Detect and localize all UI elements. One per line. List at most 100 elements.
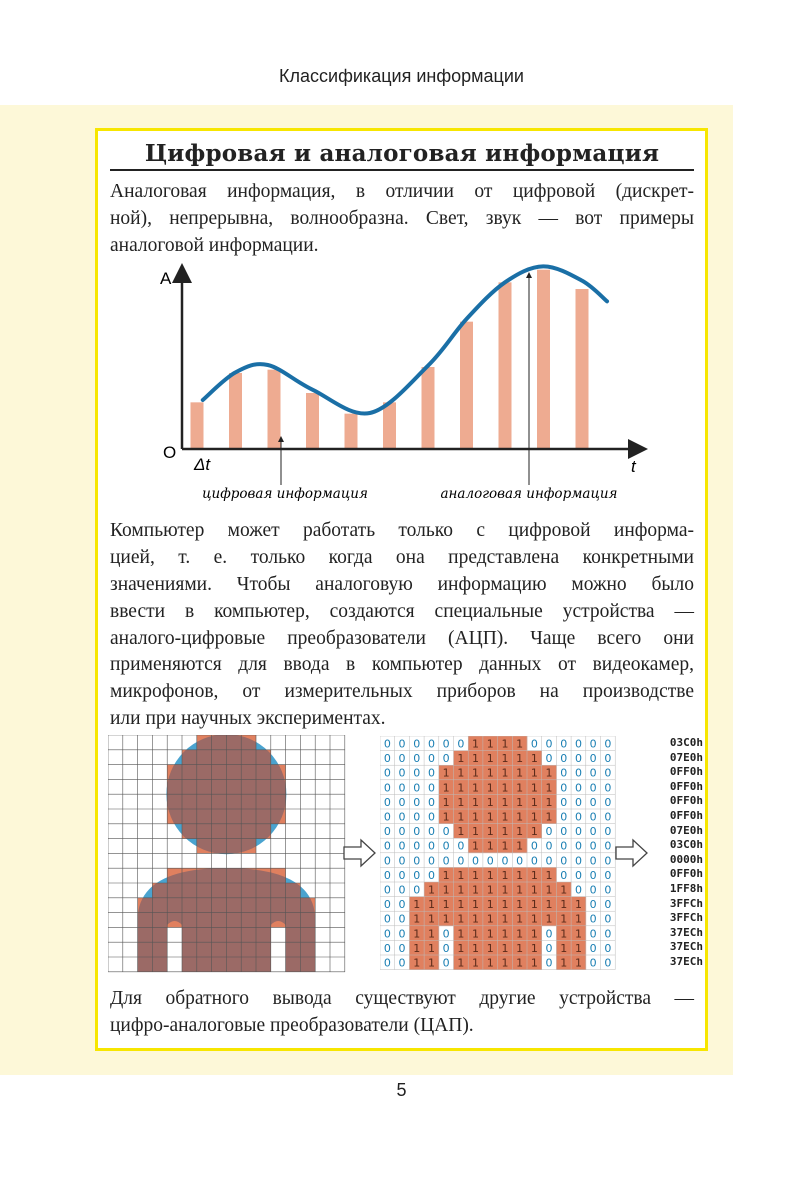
- hex-column: 03C0h 07E0h 0FF0h 0FF0h 0FF0h 0FF0h 07E0h 03C0h…: [645, 736, 703, 970]
- bit-cell-on: [453, 765, 469, 781]
- bit-cell-on: [497, 779, 513, 795]
- bit-cell-on: [482, 867, 498, 883]
- bit-digit: 0: [604, 854, 611, 867]
- bit-digit: 1: [516, 927, 523, 940]
- bit-cell-on: [482, 925, 498, 941]
- bit-cell-on: [556, 925, 572, 941]
- analog-digital-chart: A O Δt t цифровая информация аналоговая …: [160, 263, 648, 502]
- bit-cell-on: [409, 911, 425, 927]
- hex-value: 03C0h: [669, 736, 703, 749]
- bit-digit: 1: [501, 927, 508, 940]
- bit-cell-on: [497, 809, 513, 824]
- bit-cell-on: [527, 809, 542, 824]
- bit-digit: 0: [399, 781, 406, 794]
- hex-value: 0FF0h: [669, 808, 703, 822]
- bit-cell-on: [497, 867, 513, 883]
- bit-cell-on: [438, 779, 454, 795]
- bit-digit: 0: [413, 796, 420, 809]
- bit-digit: 0: [399, 884, 406, 897]
- bit-digit: 0: [575, 840, 582, 853]
- bit-digit: 0: [384, 738, 391, 751]
- bit-cell-on: [468, 794, 484, 810]
- bit-digit: 0: [590, 927, 597, 940]
- bit-cell-on: [556, 940, 572, 956]
- bit-digit: 1: [575, 898, 582, 911]
- bit-digit: 0: [590, 840, 597, 853]
- page-number: 5: [396, 1080, 407, 1100]
- bit-cell-on: [409, 925, 425, 941]
- bit-digit: 0: [531, 738, 538, 751]
- paragraph2-line: значениями. Чтобы аналоговую информацию …: [110, 574, 694, 595]
- bit-digit: 0: [384, 825, 391, 838]
- paragraph2-line: Компьютер может работать только с цифров…: [110, 520, 694, 541]
- x-axis-label: t: [631, 457, 637, 476]
- bit-digit: 0: [399, 927, 406, 940]
- hex-value: 0FF0h: [669, 765, 703, 779]
- arrow-right-icon: [615, 838, 648, 868]
- bit-digit: 1: [413, 942, 420, 955]
- bit-digit: 0: [546, 957, 553, 970]
- bit-digit: 1: [487, 811, 494, 824]
- hex-value: 37ECh: [669, 925, 703, 939]
- bit-digit: 0: [413, 854, 420, 867]
- bit-digit: 0: [575, 781, 582, 794]
- bit-digit: 1: [487, 898, 494, 911]
- bit-cell-on: [512, 925, 528, 941]
- bit-digit: 0: [413, 781, 420, 794]
- bit-digit: 1: [501, 767, 508, 780]
- analog-annotation: аналоговая информация: [440, 486, 617, 502]
- bit-cell-on: [541, 896, 557, 912]
- bit-digit: 0: [590, 898, 597, 911]
- bit-digit: 0: [384, 898, 391, 911]
- bit-cell-on: [482, 809, 498, 824]
- bit-digit: 1: [531, 957, 538, 970]
- bit-cell-on: [512, 765, 528, 781]
- bit-cell-on: [468, 955, 484, 970]
- bit-cell-on: [497, 765, 513, 781]
- bit-cell-on: [556, 882, 572, 897]
- bit-digit: 0: [428, 869, 435, 882]
- bit-cell-on: [527, 750, 542, 766]
- bit-cell-on: [482, 896, 498, 912]
- bit-digit: 1: [531, 913, 538, 926]
- bit-cell-on: [571, 896, 587, 912]
- bit-digit: 1: [575, 913, 582, 926]
- bit-cell-on: [527, 779, 542, 795]
- bit-digit: 0: [560, 854, 567, 867]
- bit-digit: 0: [560, 738, 567, 751]
- bit-digit: 1: [443, 781, 450, 794]
- bit-digit: 0: [590, 738, 597, 751]
- bit-cell-on: [468, 823, 484, 839]
- binary-grid: 0 0 0 0 0 0 1 1 1 1 0 0 0 0 0 00 0 0 0 0 1 1 1 1 1 1 0 0 0 0 00 0 0 0 1 1 1 1…: [380, 736, 616, 970]
- bit-cell-on: [571, 925, 587, 941]
- bit-digit: 0: [428, 854, 435, 867]
- bit-cell-on: [453, 882, 469, 897]
- sample-bar: [421, 367, 435, 449]
- bit-digit: 1: [516, 767, 523, 780]
- bit-digit: 1: [457, 752, 464, 765]
- bit-digit: 0: [604, 781, 611, 794]
- bit-digit: 1: [516, 825, 523, 838]
- bit-digit: 0: [413, 738, 420, 751]
- bit-digit: 0: [516, 854, 523, 867]
- bit-digit: 0: [443, 957, 450, 970]
- bit-digit: 1: [443, 913, 450, 926]
- hex-value: 0FF0h: [669, 779, 703, 793]
- bit-digit: 0: [604, 913, 611, 926]
- bit-digit: 0: [384, 752, 391, 765]
- bit-digit: 0: [604, 752, 611, 765]
- bit-digit: 0: [399, 957, 406, 970]
- bit-digit: 1: [516, 781, 523, 794]
- bit-cell-on: [468, 867, 484, 883]
- hex-value: 03C0h: [669, 838, 703, 852]
- bit-digit: 0: [575, 767, 582, 780]
- bit-digit: 1: [457, 942, 464, 955]
- bit-digit: 0: [428, 767, 435, 780]
- bit-digit: 1: [501, 913, 508, 926]
- bit-cell-on: [541, 867, 557, 883]
- bit-digit: 1: [457, 927, 464, 940]
- sample-bar: [460, 321, 473, 449]
- bit-digit: 1: [546, 913, 553, 926]
- bit-cell-on: [453, 823, 469, 839]
- bit-digit: 0: [604, 840, 611, 853]
